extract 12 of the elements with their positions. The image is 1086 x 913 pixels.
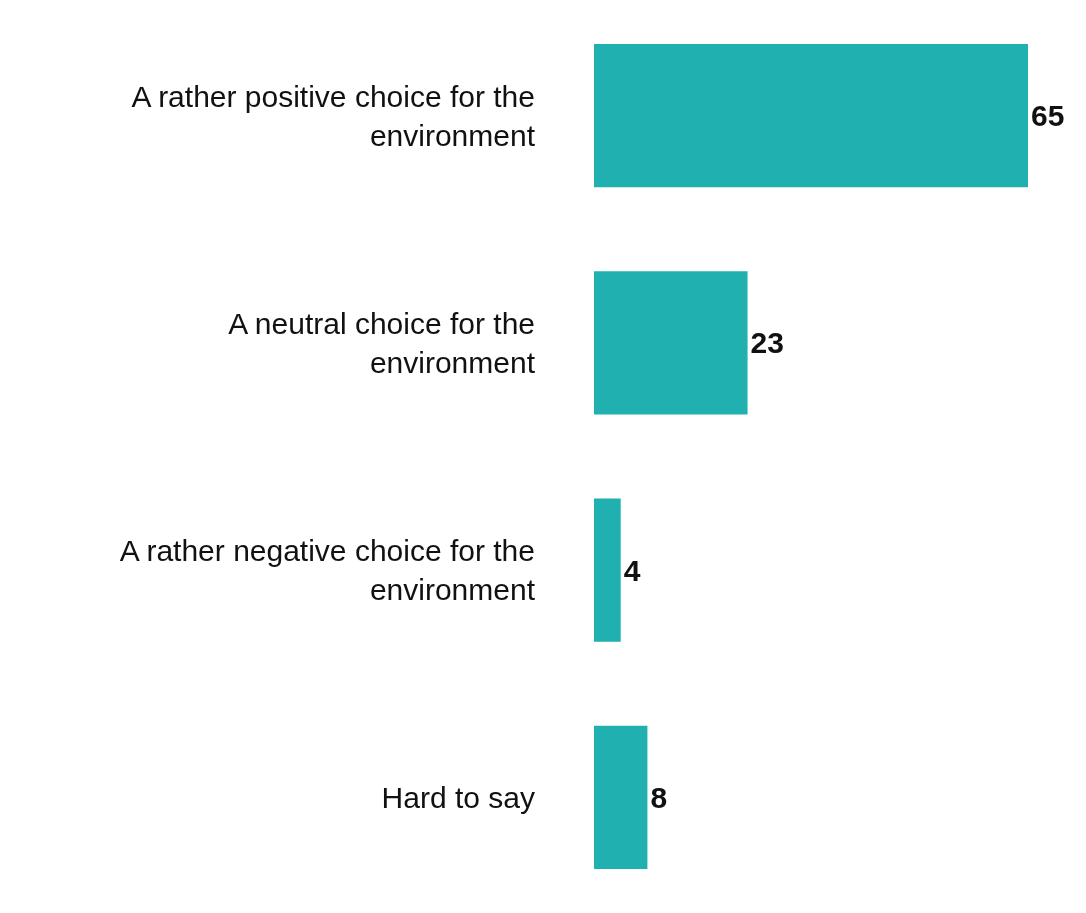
bar [594,725,648,869]
y-tick-label: A neutral choice for the environment [228,306,536,379]
data-label: 65 [1031,99,1065,133]
y-tick-label: A rather negative choice for the environment [119,534,536,607]
y-tick-label: A rather positive choice for the environment [131,79,536,152]
data-label: 23 [750,326,784,360]
data-label: 8 [650,780,668,814]
data-label: 4 [623,553,641,587]
y-tick-label: Hard to say [381,780,535,814]
bar [594,271,748,415]
bar [594,44,1028,188]
bar [594,498,621,642]
